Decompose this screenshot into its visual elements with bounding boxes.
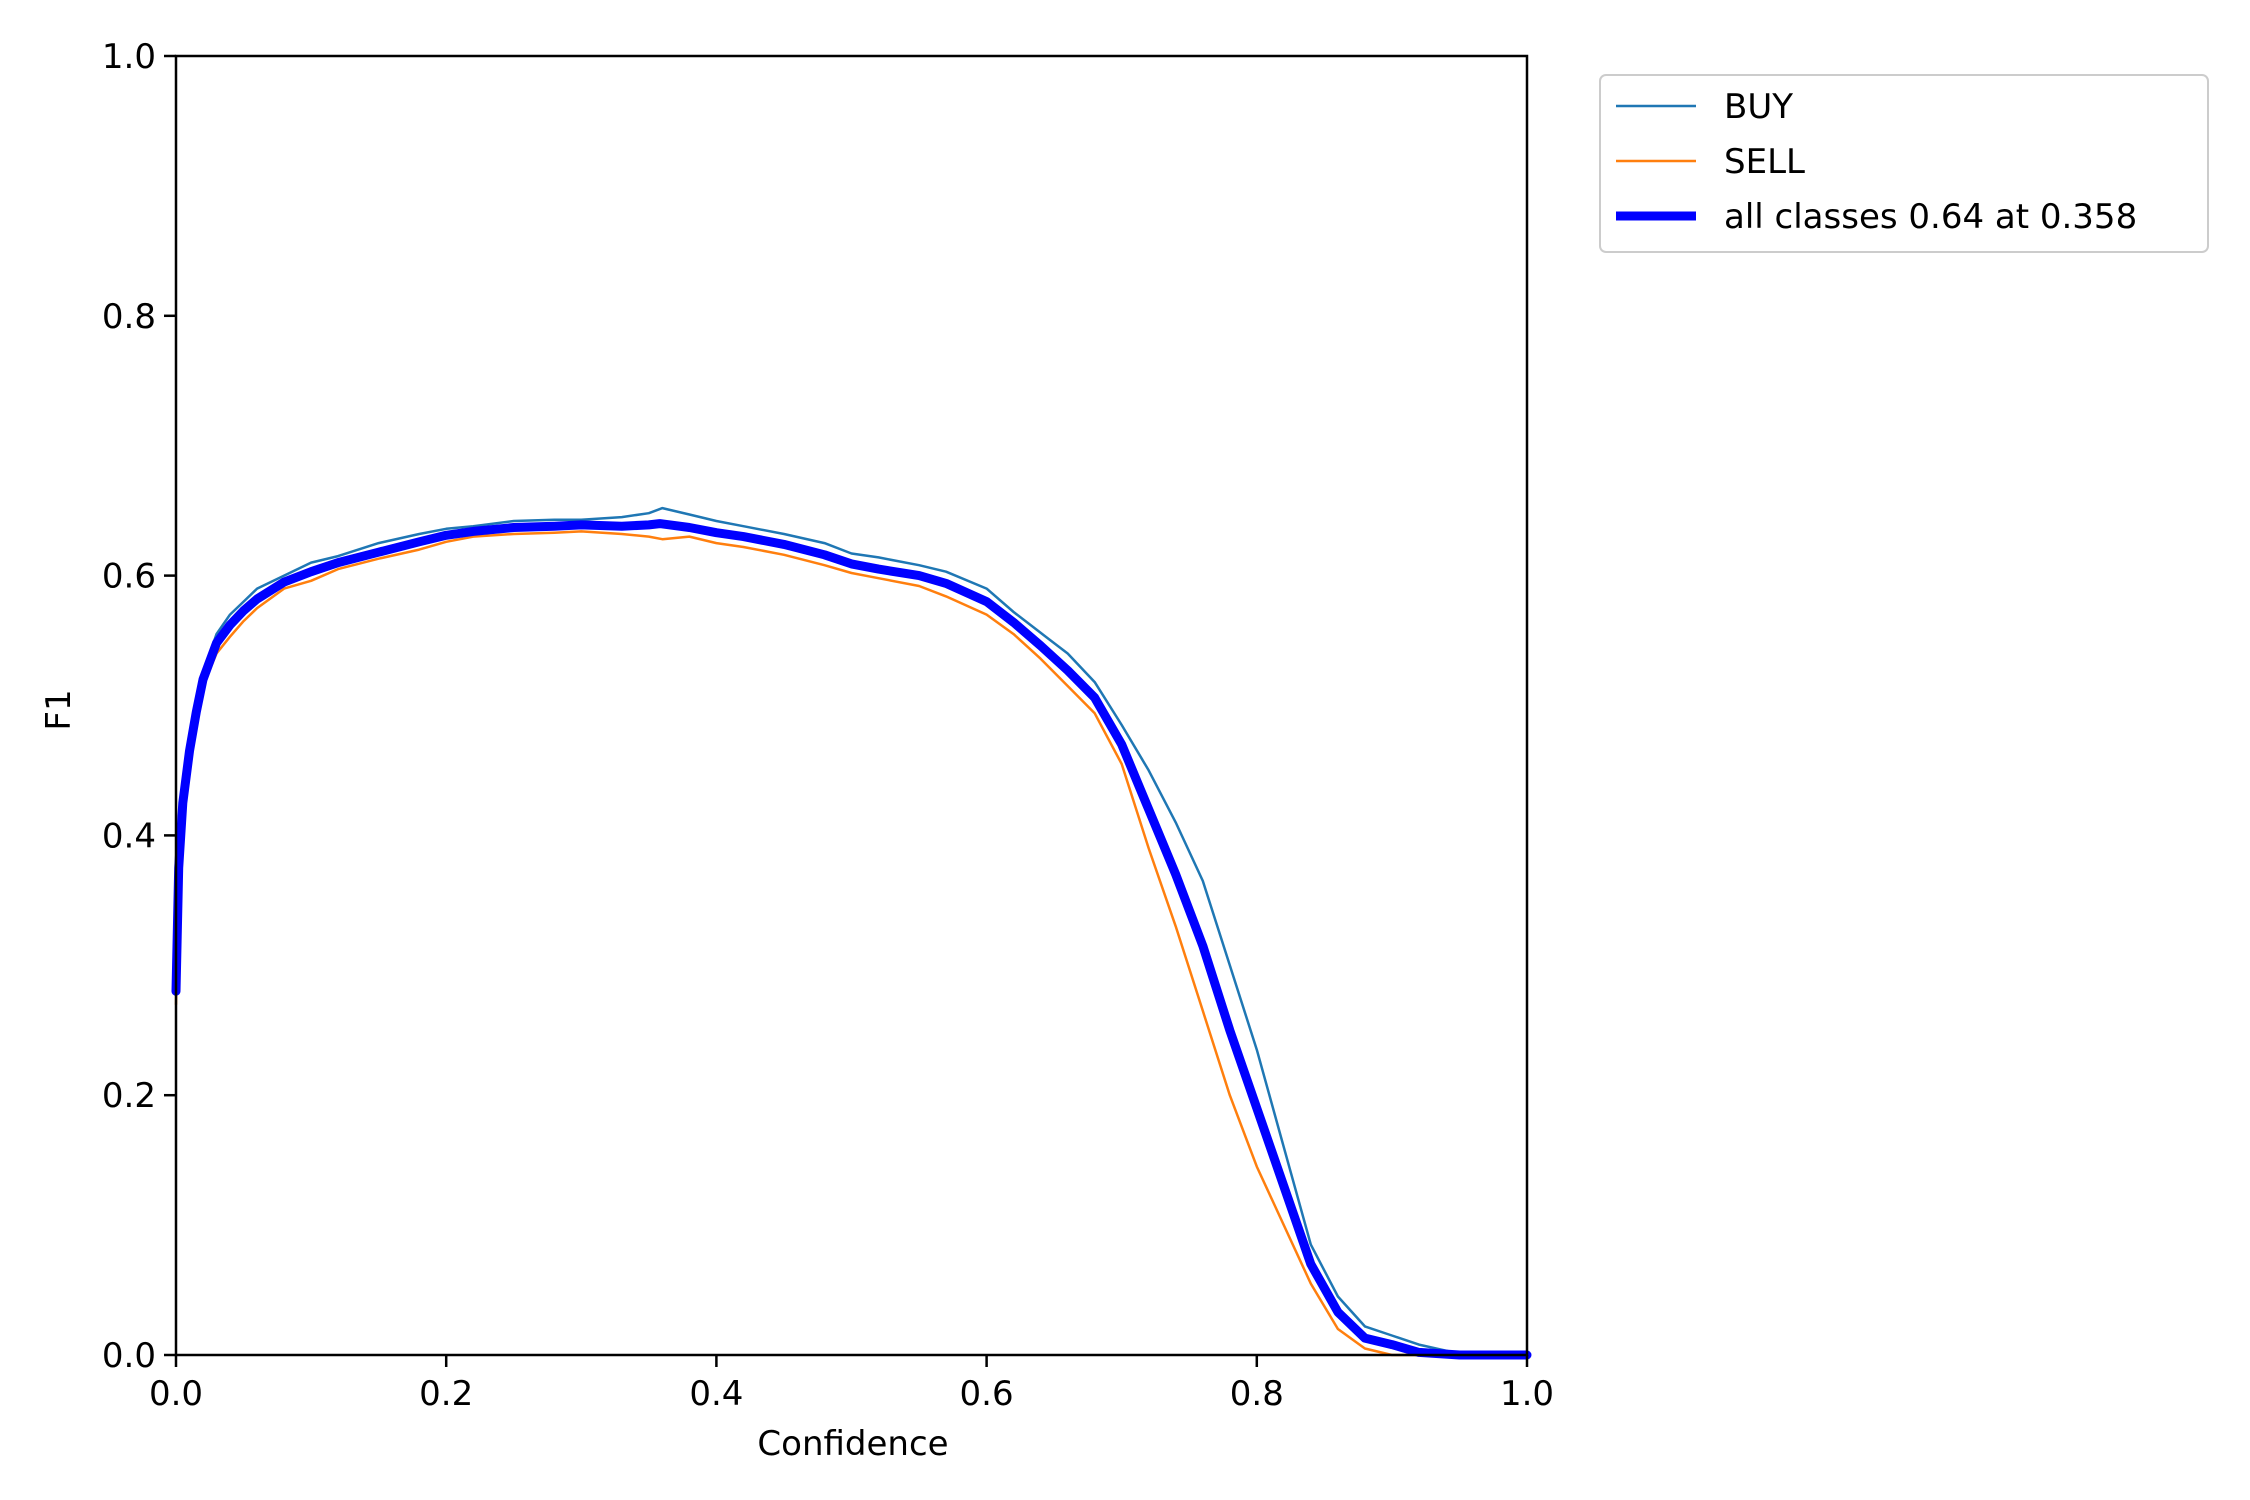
x-axis-label: Confidence [757, 1424, 948, 1464]
y-axis-label: F1 [39, 689, 79, 730]
y-tick-label: 1.0 [102, 37, 156, 77]
x-tick-label: 1.0 [1500, 1374, 1554, 1414]
y-tick-label: 0.4 [102, 816, 156, 856]
legend: BUY SELL all classes 0.64 at 0.358 [1599, 74, 2209, 253]
x-tick-label: 0.8 [1230, 1374, 1284, 1414]
legend-label-1: SELL [1724, 142, 1805, 182]
series-line-2 [171, 519, 1532, 1360]
legend-label-2: all classes 0.64 at 0.358 [1724, 197, 2137, 237]
plot-area [171, 54, 1532, 1360]
y-axis: 0.0 0.2 0.4 0.6 0.8 1.0 [102, 37, 176, 1376]
x-tick-label: 0.0 [149, 1374, 203, 1414]
y-tick-label: 0.2 [102, 1076, 156, 1116]
series-lines [171, 506, 1532, 1360]
legend-label-0: BUY [1724, 87, 1793, 127]
x-tick-label: 0.4 [689, 1374, 743, 1414]
x-axis: 0.0 0.2 0.4 0.6 0.8 1.0 [149, 1355, 1554, 1414]
legend-box [1599, 74, 2209, 253]
series-line-0 [174, 506, 1529, 1357]
series-line-1 [174, 530, 1529, 1357]
y-tick-label: 0.8 [102, 297, 156, 337]
x-tick-label: 0.2 [419, 1374, 473, 1414]
plot-frame [174, 54, 1529, 1357]
y-tick-label: 0.0 [102, 1336, 156, 1376]
y-tick-label: 0.6 [102, 557, 156, 597]
x-tick-label: 0.6 [960, 1374, 1014, 1414]
